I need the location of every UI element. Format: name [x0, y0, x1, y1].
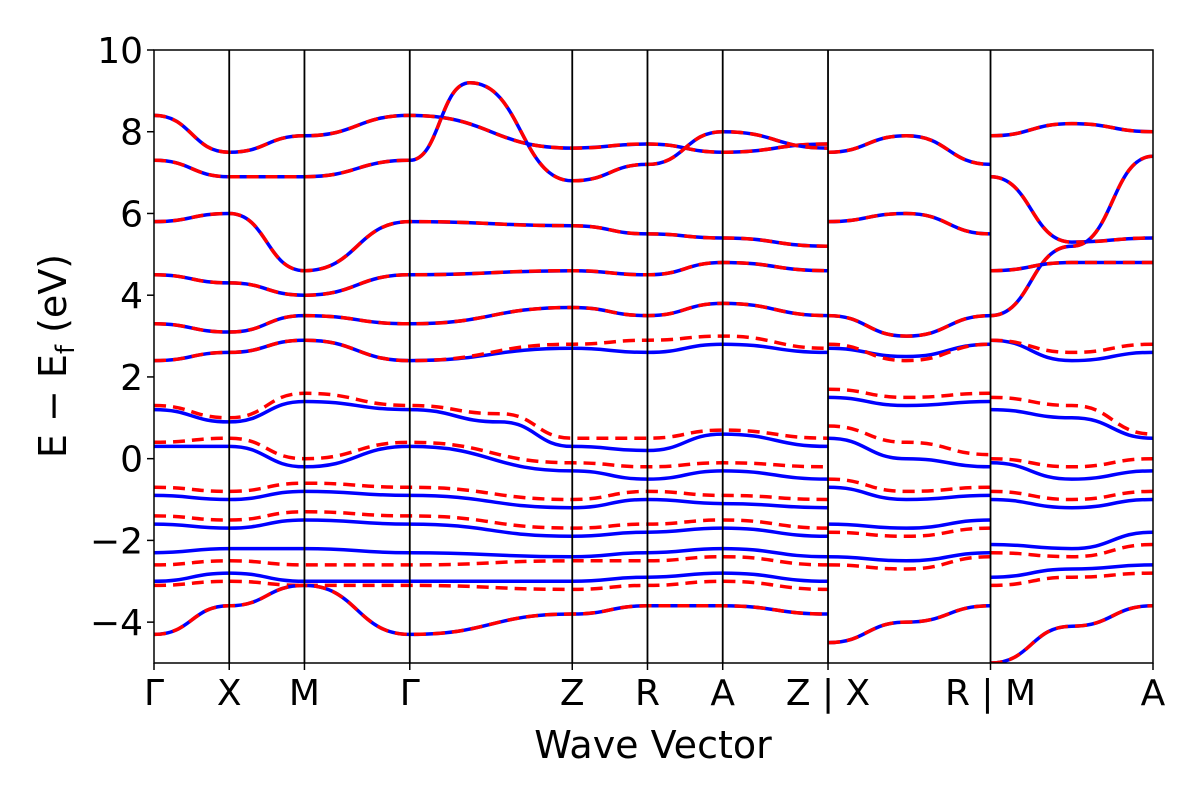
band-line-dashed-57	[990, 395, 1153, 436]
y-axis-label-main: E − E	[31, 354, 75, 458]
band-line-solid-20	[154, 546, 829, 559]
x-tick-label: R | M	[945, 673, 1036, 714]
band-line-dashed-35	[827, 387, 991, 400]
x-axis-ticks: Γ X M Γ Z R A Z | X R | M A	[144, 663, 1166, 714]
band-line-dashed-47	[990, 121, 1153, 138]
y-tick-label: 2	[120, 358, 143, 399]
band-line-dashed-5	[154, 211, 829, 273]
band-line-dashed-31	[827, 313, 991, 338]
band-line-solid-58	[990, 461, 1153, 481]
band-line-dashed-49	[990, 174, 1153, 244]
band-line-dashed-39	[827, 477, 991, 494]
band-line-dashed-61	[990, 489, 1153, 502]
band-line-dashed-53	[990, 260, 1153, 273]
band-line-dashed-65	[990, 571, 1153, 588]
y-axis-label-unit: (eV)	[31, 254, 75, 345]
band-line-solid-36	[827, 436, 991, 469]
band-line-solid-0	[154, 113, 829, 154]
band-line-solid-60	[990, 497, 1153, 510]
y-axis-ticks: −4 −2 0 2 4 6 8 10	[90, 31, 154, 644]
x-tick-label: Γ	[144, 673, 164, 714]
y-tick-label: 10	[97, 31, 143, 72]
y-axis-label: E − Ef (eV)	[31, 254, 81, 458]
band-line-solid-42	[827, 550, 991, 563]
y-tick-label: −2	[90, 521, 143, 562]
band-line-dashed-45	[827, 604, 991, 645]
high-symmetry-lines	[228, 50, 992, 663]
band-line-solid-6	[154, 260, 829, 297]
band-line-dashed-9	[154, 301, 829, 334]
band-line-solid-24	[154, 583, 829, 637]
x-tick-label: A	[710, 673, 735, 714]
band-line-dashed-43	[827, 554, 991, 571]
band-line-dashed-11	[154, 334, 829, 363]
band-line-dashed-41	[827, 526, 991, 539]
band-line-dashed-29	[827, 211, 991, 236]
band-line-dashed-67	[990, 604, 1153, 663]
band-line-solid-62	[990, 530, 1153, 551]
band-line-dashed-27	[827, 134, 991, 167]
band-line-dashed-59	[990, 456, 1153, 469]
band-line-dashed-7	[154, 260, 829, 297]
band-line-dashed-51	[990, 154, 1153, 318]
band-line-solid-64	[990, 563, 1153, 579]
band-line-dashed-17	[154, 481, 829, 502]
x-tick-label: M	[289, 673, 320, 714]
x-tick-label: Γ	[400, 673, 420, 714]
y-tick-label: 4	[120, 276, 143, 317]
band-line-dashed-19	[154, 510, 829, 530]
band-line-solid-66	[990, 604, 1153, 663]
band-line-solid-50	[990, 154, 1153, 318]
y-tick-label: 6	[120, 194, 143, 235]
band-line-dashed-1	[154, 113, 829, 154]
band-line-solid-12	[154, 399, 829, 453]
x-tick-label: Z | X	[786, 673, 870, 714]
band-line-dashed-25	[154, 583, 829, 637]
band-line-dashed-55	[990, 338, 1153, 355]
band-line-solid-34	[827, 395, 991, 408]
y-axis-label-subscript: f	[51, 344, 81, 354]
band-line-solid-16	[154, 489, 829, 510]
band-line-dashed-3	[154, 80, 829, 183]
y-tick-label: 0	[120, 440, 143, 481]
band-line-dashed-37	[827, 424, 991, 457]
band-line-dashed-15	[154, 436, 829, 469]
band-lines	[154, 80, 1153, 663]
band-line-solid-18	[154, 518, 829, 539]
band-line-solid-14	[154, 444, 829, 481]
x-tick-label: R	[635, 673, 660, 714]
band-line-dashed-13	[154, 391, 829, 440]
x-axis-label: Wave Vector	[534, 723, 772, 767]
x-tick-label: A	[1141, 673, 1166, 714]
band-line-dashed-23	[154, 579, 829, 592]
x-tick-label: X	[217, 673, 242, 714]
y-tick-label: 8	[120, 113, 143, 154]
band-line-dashed-21	[154, 554, 829, 567]
band-line-solid-8	[154, 301, 829, 334]
plot-frame	[153, 49, 1154, 664]
band-line-solid-40	[827, 518, 991, 530]
band-line-solid-22	[154, 571, 829, 584]
band-line-solid-38	[827, 485, 991, 502]
band-line-solid-44	[827, 604, 991, 645]
band-line-dashed-63	[990, 542, 1153, 559]
y-tick-label: −4	[90, 603, 143, 644]
x-tick-label: Z	[560, 673, 585, 714]
band-line-solid-56	[990, 407, 1153, 440]
band-line-dashed-33	[827, 342, 991, 363]
